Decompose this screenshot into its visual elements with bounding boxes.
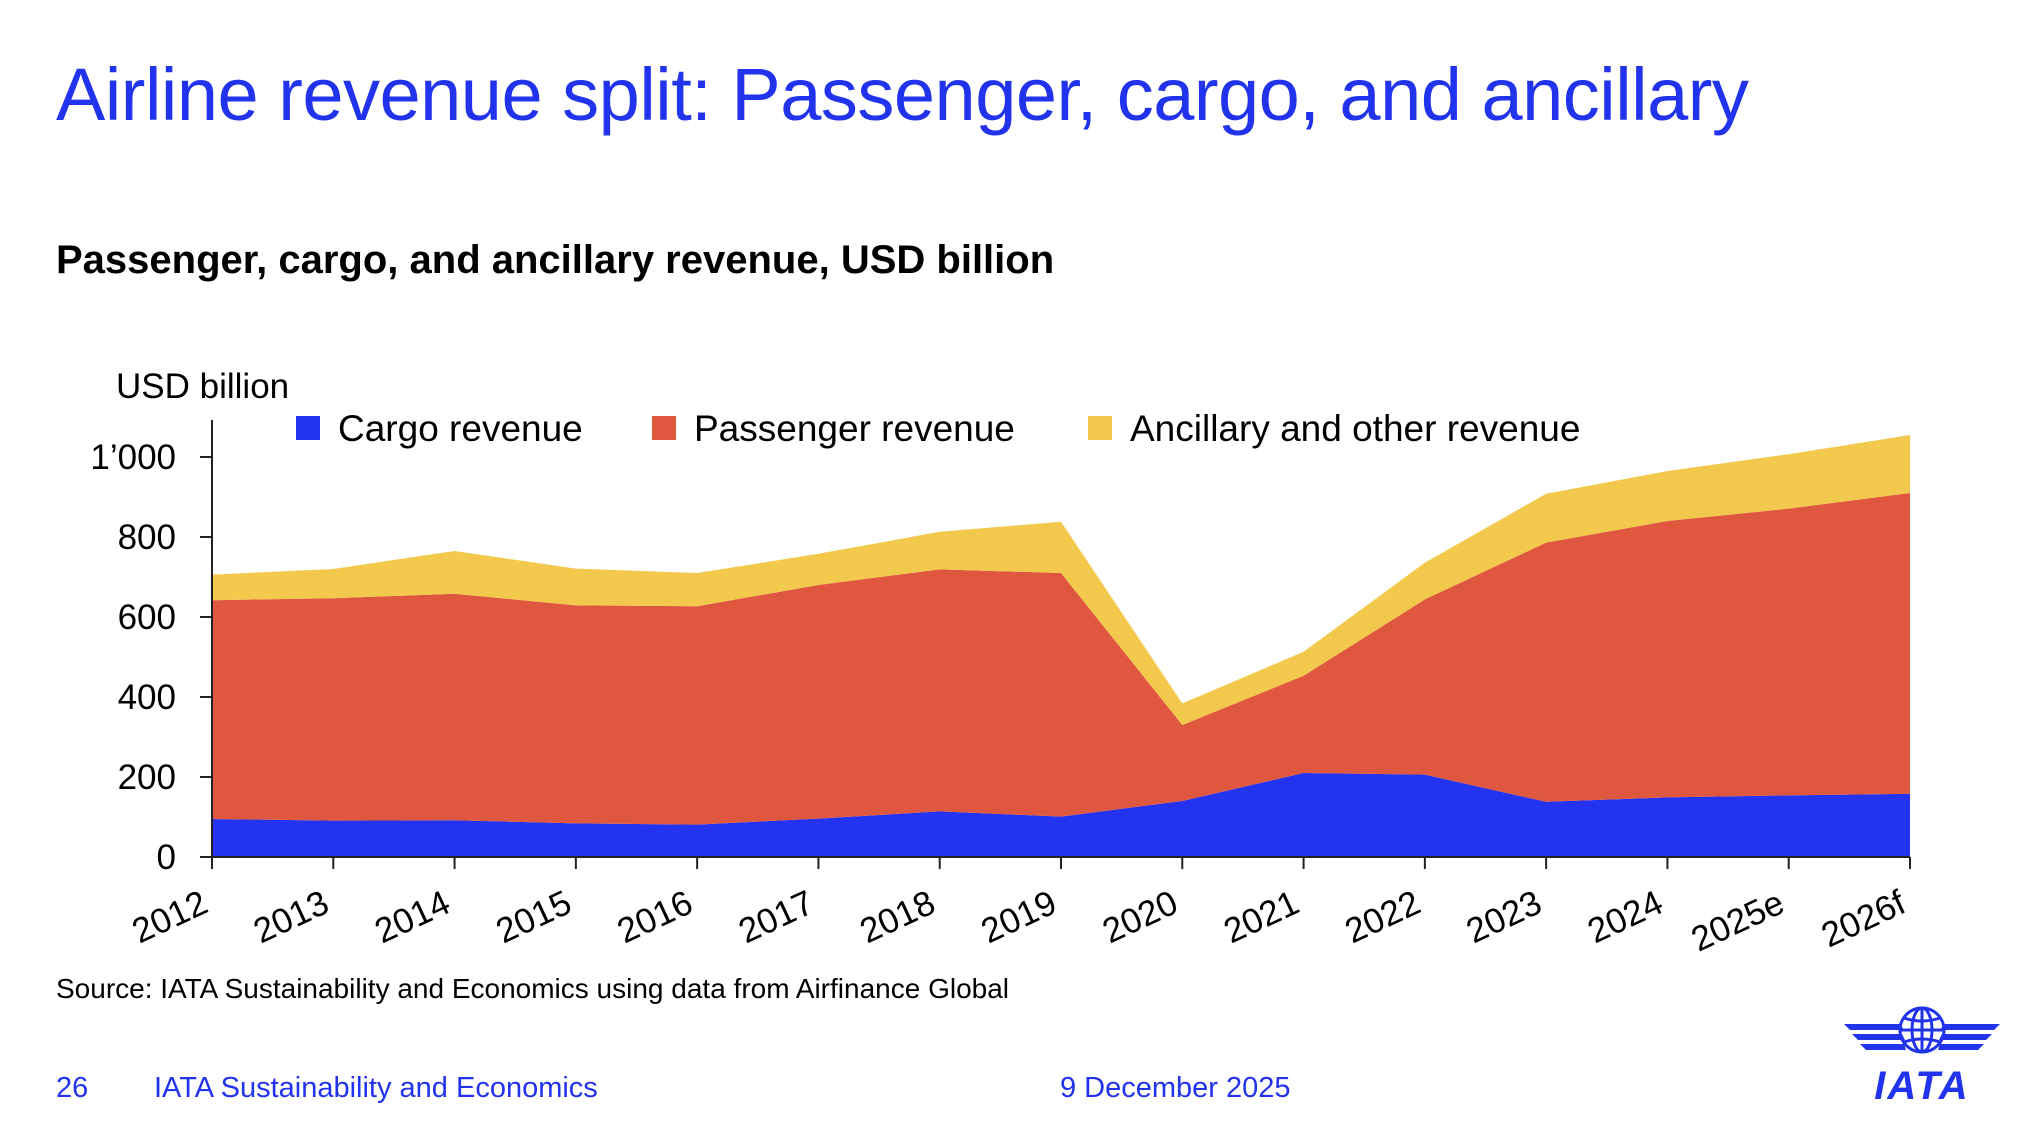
chart-source: Source: IATA Sustainability and Economic…	[56, 973, 1010, 1004]
y-tick-label: 1’000	[90, 438, 176, 477]
legend-swatch	[1088, 416, 1112, 440]
x-tick-label: 2021	[1218, 883, 1305, 951]
x-tick-label: 2018	[854, 883, 941, 951]
globe-wings-icon	[1844, 1006, 2000, 1054]
legend-label: Ancillary and other revenue	[1130, 408, 1580, 449]
legend-label: Passenger revenue	[694, 408, 1015, 449]
x-tick-label: 2019	[975, 883, 1062, 951]
iata-logo: IATA	[1842, 1000, 2002, 1108]
x-tick-label: 2014	[369, 883, 456, 951]
footer-date: 9 December 2025	[1060, 1072, 1291, 1104]
page-number: 26	[56, 1072, 89, 1104]
y-tick-label: 600	[118, 598, 176, 637]
x-tick-label: 2012	[126, 883, 213, 951]
x-tick-label: 2023	[1460, 883, 1547, 951]
area-cargo-revenue	[212, 773, 1910, 857]
x-tick-label: 2020	[1097, 883, 1184, 951]
y-tick-label: 0	[157, 838, 176, 877]
x-tick-label: 2017	[733, 883, 820, 951]
chart-subtitle: Passenger, cargo, and ancillary revenue,…	[56, 238, 1055, 282]
revenue-area-chart: 0 200 400 600 800 1’000 2012 2013 2014 2015 2016 20…	[90, 367, 1912, 959]
legend-swatch	[652, 416, 676, 440]
footer-organization: IATA Sustainability and Economics	[154, 1072, 598, 1104]
x-tick-label: 2025e	[1685, 883, 1790, 959]
x-tick-label: 2015	[490, 883, 577, 951]
logo-text: IATA	[1874, 1064, 1970, 1108]
y-tick-label: 200	[118, 758, 176, 797]
page-title: Airline revenue split: Passenger, cargo,…	[56, 53, 1749, 136]
legend-label: Cargo revenue	[338, 408, 583, 449]
y-tick-label: 800	[118, 518, 176, 557]
area-ancillary-and-other-revenue	[212, 435, 1910, 725]
area-passenger-revenue	[212, 493, 1910, 825]
y-axis-label: USD billion	[116, 367, 289, 406]
legend-swatch	[296, 416, 320, 440]
y-tick-label: 400	[118, 678, 176, 717]
x-tick-label: 2016	[611, 883, 698, 951]
x-tick-label: 2024	[1582, 883, 1669, 951]
x-tick-label: 2022	[1339, 883, 1426, 951]
x-tick-label: 2013	[248, 883, 335, 951]
x-tick-label: 2026f	[1816, 883, 1912, 955]
